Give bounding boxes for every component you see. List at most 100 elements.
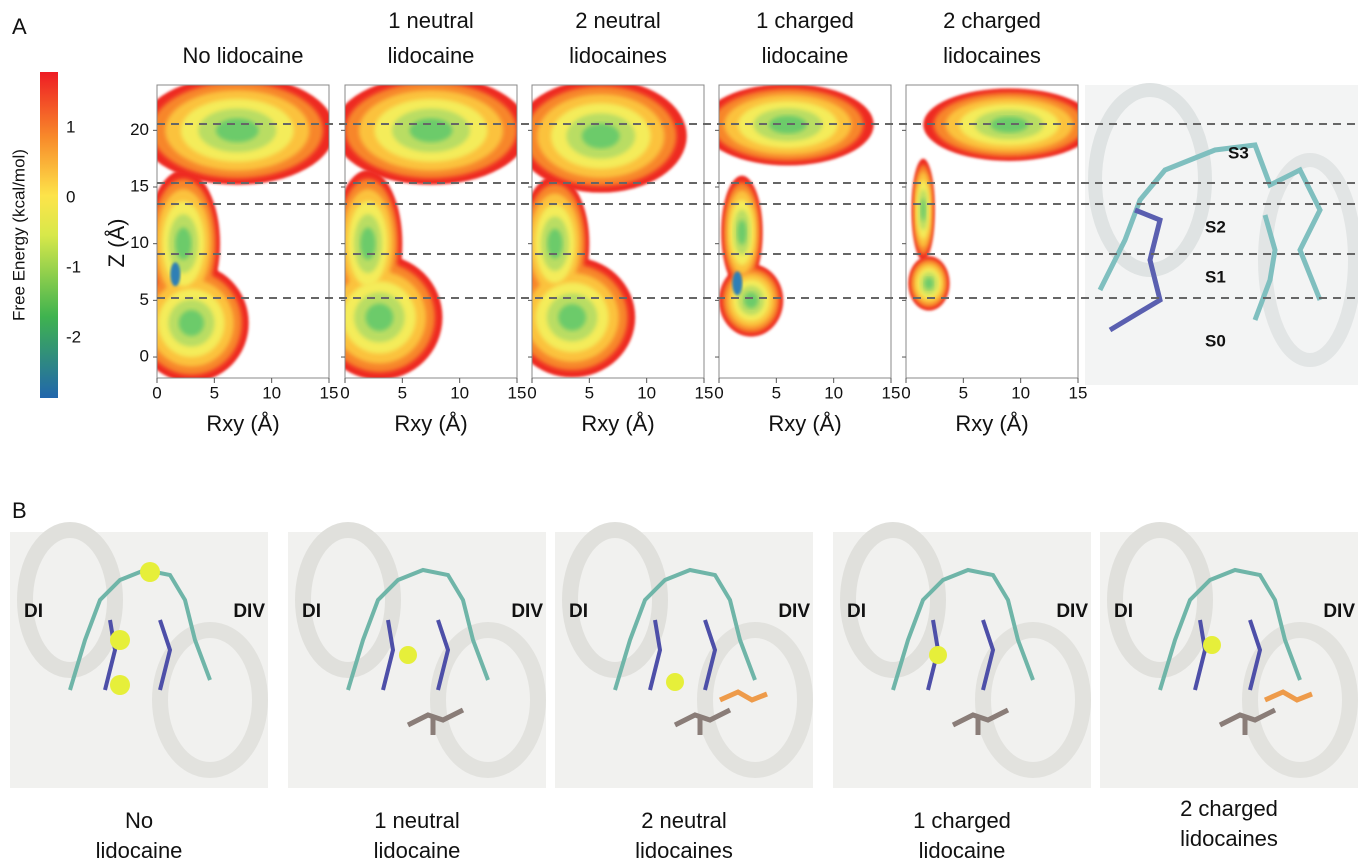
x-tick-label: 0 [527,383,536,402]
x-axis-label: Rxy (Å) [768,411,841,436]
snapshot [1100,530,1358,788]
heatmap [316,76,528,380]
domain-label: DI [1114,601,1133,622]
snapshot-caption: lidocaines [1180,826,1278,851]
x-axis-label: Rxy (Å) [955,411,1028,436]
plot-title: lidocaines [569,43,667,68]
snapshot-caption: lidocaine [96,838,183,861]
snapshot-caption: 2 charged [1180,796,1278,821]
colorbar [40,72,58,398]
x-tick-label: 10 [450,383,469,402]
snapshot [288,530,546,788]
domain-label: DIV [1056,601,1088,622]
x-tick-label: 0 [340,383,349,402]
energy-minimum [170,262,180,286]
panel-label: A [12,14,27,39]
x-tick-label: 10 [1011,383,1030,402]
heatmap [134,76,335,382]
plot-title: lidocaines [943,43,1041,68]
domain-label: DIV [511,601,543,622]
x-tick-label: 5 [585,383,594,402]
plot-title: lidocaine [762,43,849,68]
domain-label: DI [847,601,866,622]
x-axis-label: Rxy (Å) [581,411,654,436]
y-axis-label: Z (Å) [104,219,129,268]
x-tick-label: 10 [262,383,281,402]
domain-label: DI [302,601,321,622]
x-tick-label: 15 [320,383,339,402]
domain-label: DIV [778,601,810,622]
figure: A B Free Energy (kcal/mol) Z (Å) 10-1-2N… [0,0,1358,861]
x-tick-label: 5 [210,383,219,402]
x-tick-label: 15 [1069,383,1088,402]
x-tick-label: 10 [824,383,843,402]
x-tick-label: 0 [901,383,910,402]
energy-contour [410,118,453,142]
domain-label: DIV [233,601,265,622]
ion [140,562,160,582]
x-tick-label: 15 [695,383,714,402]
y-tick-label: 5 [140,290,149,309]
snapshot-caption: lidocaines [635,838,733,861]
ion [929,646,947,664]
ion [399,646,417,664]
site-label: S0 [1205,331,1226,350]
x-tick-label: 0 [152,383,161,402]
site-label: S1 [1205,267,1226,286]
domain-label: DIV [1323,601,1355,622]
energy-contour [744,292,758,308]
snapshot-caption: lidocaine [374,838,461,861]
ion [666,673,684,691]
colorbar-tick-label: -1 [66,257,81,276]
colorbar-tick-label: 0 [66,187,75,206]
snapshot [555,530,813,788]
plot-title: lidocaine [388,43,475,68]
energy-contour [179,310,204,336]
x-tick-label: 5 [398,383,407,402]
domain-label: DI [24,601,43,622]
x-tick-label: 0 [714,383,723,402]
x-tick-label: 10 [637,383,656,402]
energy-minimum [732,271,742,295]
plot-title: 1 charged [756,8,854,33]
snapshot-caption: 1 charged [913,808,1011,833]
x-tick-label: 15 [508,383,527,402]
ion [1203,636,1221,654]
site-label: S3 [1228,143,1249,162]
energy-contour [737,220,746,245]
x-tick-label: 15 [882,383,901,402]
colorbar-tick-label: -2 [66,327,81,346]
plot-title: 2 charged [943,8,1041,33]
y-tick-label: 10 [130,233,149,252]
y-tick-label: 0 [140,347,149,366]
y-tick-label: 20 [130,120,149,139]
colorbar-tick-label: 1 [66,117,75,136]
colorbar-label: Free Energy (kcal/mol) [9,149,28,321]
energy-contour [921,198,926,220]
snapshot-caption: No [125,808,153,833]
energy-contour [360,227,375,259]
energy-contour [924,277,933,289]
energy-contour [582,124,620,149]
snapshot-caption: 2 neutral [641,808,727,833]
ion [110,675,130,695]
energy-contour [216,118,259,142]
y-tick-label: 15 [130,176,149,195]
plot-title: No lidocaine [182,43,303,68]
snapshot-caption: 1 neutral [374,808,460,833]
heatmap [908,88,1095,310]
x-tick-label: 5 [959,383,968,402]
ion [110,630,130,650]
snapshot-caption: lidocaine [919,838,1006,861]
snapshot [10,530,268,788]
x-axis-label: Rxy (Å) [206,411,279,436]
energy-contour [175,227,191,259]
snapshot [833,530,1091,788]
x-axis-label: Rxy (Å) [394,411,467,436]
plot-title: 1 neutral [388,8,474,33]
plot-title: 2 neutral [575,8,661,33]
x-tick-label: 5 [772,383,781,402]
energy-contour [366,304,394,331]
energy-contour [558,304,586,330]
panel-label: B [12,498,27,523]
